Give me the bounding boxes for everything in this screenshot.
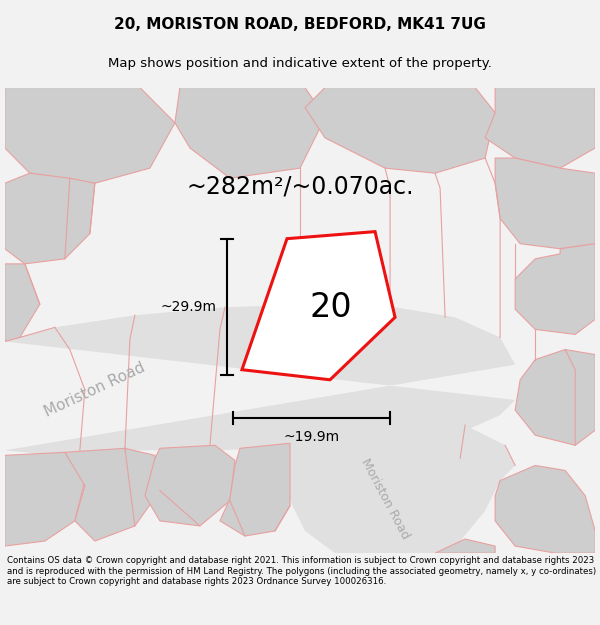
Polygon shape bbox=[145, 445, 235, 526]
Polygon shape bbox=[5, 88, 175, 183]
Polygon shape bbox=[5, 452, 85, 546]
Polygon shape bbox=[175, 88, 325, 178]
Text: ~29.9m: ~29.9m bbox=[161, 300, 217, 314]
Polygon shape bbox=[242, 232, 395, 380]
Polygon shape bbox=[495, 466, 595, 553]
Text: 20: 20 bbox=[310, 291, 352, 324]
Polygon shape bbox=[515, 244, 595, 334]
Polygon shape bbox=[283, 418, 515, 553]
Text: ~282m²/~0.070ac.: ~282m²/~0.070ac. bbox=[186, 174, 414, 198]
Polygon shape bbox=[435, 539, 495, 553]
Polygon shape bbox=[485, 88, 595, 168]
Polygon shape bbox=[220, 443, 290, 536]
Polygon shape bbox=[515, 349, 595, 445]
Polygon shape bbox=[495, 158, 595, 249]
Text: ~19.9m: ~19.9m bbox=[283, 430, 340, 444]
Text: Moriston Road: Moriston Road bbox=[42, 360, 148, 420]
Polygon shape bbox=[5, 173, 95, 264]
Polygon shape bbox=[5, 264, 40, 341]
Text: Map shows position and indicative extent of the property.: Map shows position and indicative extent… bbox=[108, 56, 492, 69]
Text: Contains OS data © Crown copyright and database right 2021. This information is : Contains OS data © Crown copyright and d… bbox=[7, 556, 596, 586]
Text: 20, MORISTON ROAD, BEDFORD, MK41 7UG: 20, MORISTON ROAD, BEDFORD, MK41 7UG bbox=[114, 17, 486, 32]
Text: Moriston Road: Moriston Road bbox=[358, 456, 412, 541]
Polygon shape bbox=[305, 88, 495, 173]
Polygon shape bbox=[65, 448, 160, 541]
Polygon shape bbox=[5, 304, 515, 456]
